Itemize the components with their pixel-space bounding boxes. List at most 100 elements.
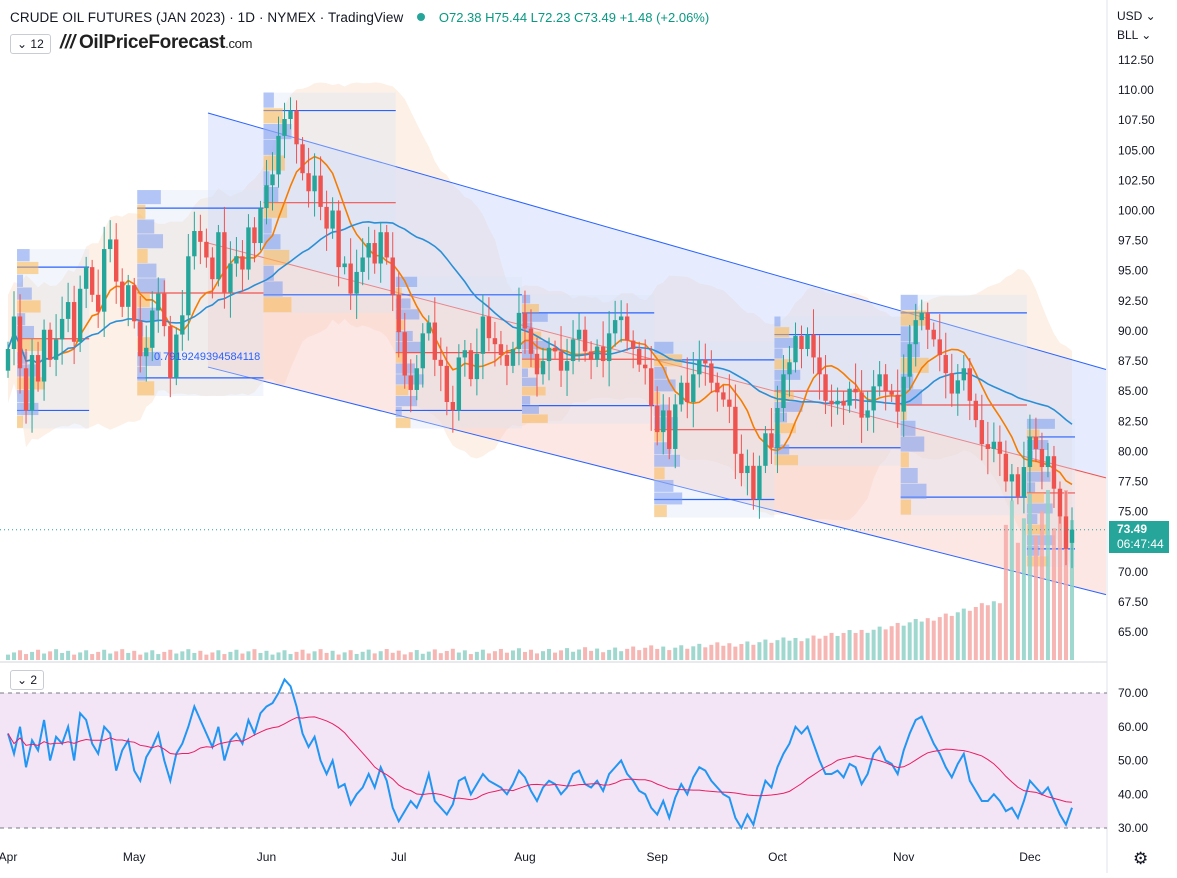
volume-bar [264,650,269,660]
volume-bar [96,651,101,660]
volume-bar [961,608,966,660]
volume-bar [144,652,149,660]
volume-bar [727,643,732,660]
volume-profile-row [1026,471,1051,482]
volume-profile-row [263,265,274,281]
volume-bar [739,644,744,660]
candle-body [769,433,774,448]
volume-bar [462,650,467,660]
volume-bar [84,650,89,660]
volume-bar [949,615,954,660]
candle-body [721,392,726,400]
volume-bar [607,649,612,660]
time-tick-label: Nov [893,850,914,864]
volume-bar [745,641,750,660]
volume-bar [685,648,690,660]
volume-bar [234,649,239,660]
candle-body [727,399,732,407]
volume-bar [444,650,449,660]
currency-selector[interactable]: USD ⌄ [1117,9,1156,23]
candle-body [186,256,191,316]
volume-bar [414,650,419,660]
volume-bar [661,646,666,660]
volume-bar [619,651,624,660]
volume-bar [384,649,389,660]
volume-bar [703,647,708,660]
volume-profile-row [774,359,792,370]
volume-bar [474,651,479,660]
volume-profile-row [137,381,155,396]
candle-body [101,249,107,312]
gear-icon[interactable]: ⚙ [1133,849,1149,868]
candle-body [390,257,395,295]
candle-body [312,175,317,192]
volume-profile-row [1026,514,1038,525]
volume-bar [733,646,738,660]
candle-body [342,263,347,268]
volume-profile-row [395,309,420,320]
volume-bar [889,626,894,660]
volume-bar [36,649,41,660]
candle-body [270,174,275,186]
volume-profile-row [521,368,528,378]
volume-profile-row [900,483,927,499]
volume-profile-row [654,467,665,480]
volume-profile-row [654,492,683,505]
volume-bar [559,650,564,660]
candle-body [216,232,221,280]
candle-body [600,346,606,362]
volume-bar [390,652,395,660]
rsi-tick-label: 50.00 [1118,754,1148,768]
ma-fast-line [7,155,1073,486]
candle-body [943,355,948,374]
candle-body [492,338,498,345]
candle-body [973,400,979,421]
candle-body [1045,456,1051,468]
volume-bar [318,649,323,660]
candle-body [949,373,954,394]
volume-profile-row [263,297,292,313]
ohlc-readout: O72.38 H75.44 L72.23 C73.49 +1.48 (+2.06… [438,10,710,25]
volume-profile-row [263,281,283,297]
candle-body [47,329,53,360]
candle-body [901,376,906,412]
candle-body [5,349,11,371]
volume-profile-row [17,338,43,351]
channel-upper-fill [208,112,1106,478]
volume-bar [805,638,810,660]
volume-profile-row [900,420,916,436]
volume-bar [985,605,990,660]
volume-profile-row [521,405,539,414]
volume-bar [222,654,227,660]
volume-profile-row [263,202,288,218]
volume-profile-row [900,467,918,484]
volume-profile-row [900,294,918,310]
candle-body [630,340,636,350]
logo-name: OilPriceForecast [78,32,226,53]
candle-body [510,349,516,366]
candle-body [198,230,203,242]
symbol-title[interactable]: CRUDE OIL FUTURES (JAN 2023) · 1D · NYME… [10,10,404,25]
volume-bar [210,652,215,660]
candle-body [606,333,612,362]
candle-body [168,326,173,378]
volume-bar [186,649,191,660]
volume-profile-row [774,412,788,423]
volume-profile-row [263,249,290,266]
volume-bar [420,653,425,660]
time-tick-label: Jun [257,850,276,864]
volume-bar [571,651,576,660]
rsi-collapse-button[interactable]: ⌄ 2 [10,670,45,690]
indicators-collapse-button[interactable]: ⌄ 12 [10,34,51,54]
candle-body [697,359,702,375]
candle-body [23,368,29,411]
candle-body [715,382,720,393]
unit-selector[interactable]: BLL ⌄ [1117,28,1152,42]
volume-profile-row [521,377,537,387]
price-tick-label: 75.00 [1118,505,1148,519]
volume-profile-row [654,454,681,467]
volume-profile-row [654,341,674,354]
volume-bar [396,650,401,660]
